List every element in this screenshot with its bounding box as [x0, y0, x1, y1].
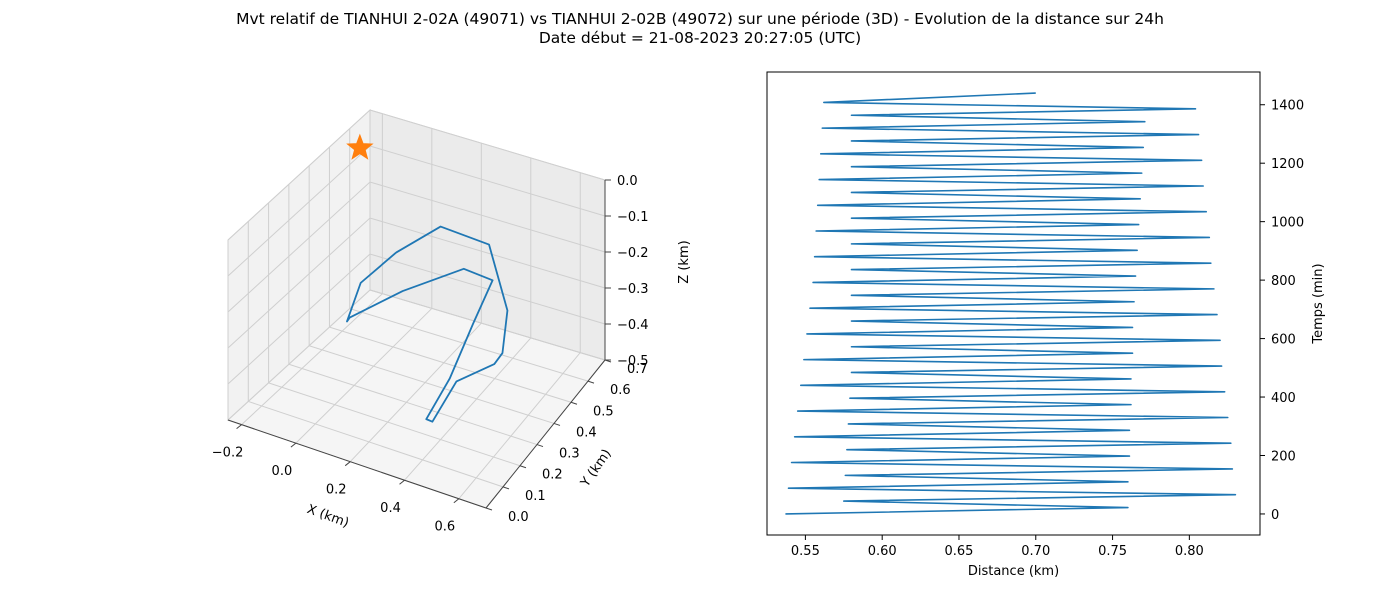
y-tick: [587, 380, 595, 384]
y-tick-label: 200: [1271, 449, 1296, 464]
z-gridline: [227, 181, 606, 313]
trajectory-3d-plot: −0.2 0.0 0.2 0.4 0.6 0.0 0.1 0.2 0.3 0.4 0.5 0.6 0.7…: [212, 108, 692, 535]
y-tick-label: 0.7: [627, 362, 648, 377]
y-tick: [553, 422, 561, 426]
y-axis-label: Y (km): [578, 447, 615, 491]
z-tick-label: −0.5: [617, 354, 649, 369]
y-tick-label: 0.5: [593, 404, 614, 419]
z-tick-label: 0.0: [617, 174, 638, 189]
x-tick: [290, 442, 297, 448]
y-axis-line: [485, 359, 606, 509]
y-tick-label: 0.6: [610, 383, 631, 398]
y-tick-label: 0.2: [542, 468, 563, 483]
x-tick-label: 0.2: [326, 483, 347, 498]
x-tick-label: 0.55: [791, 544, 820, 559]
z-gridline: [227, 253, 606, 385]
y-tick: [536, 444, 544, 448]
y-tick-label: 800: [1271, 274, 1296, 289]
z-tick-label: −0.2: [617, 246, 649, 261]
y-tick-label: 1400: [1271, 99, 1304, 114]
x-tick: [344, 461, 351, 467]
z-axis-label: Z (km): [677, 240, 692, 283]
x-tick-label: 0.60: [868, 544, 897, 559]
y-tick-label: 0: [1271, 508, 1279, 523]
x-tick-label: 0.75: [1098, 544, 1127, 559]
y-tick-label: 0.1: [525, 489, 546, 504]
x-tick-label: −0.2: [212, 446, 244, 461]
x-tick-label: 0.80: [1175, 544, 1204, 559]
x-tick: [453, 498, 460, 504]
x-tick-label: 0.65: [945, 544, 974, 559]
x-tick: [236, 424, 242, 430]
y-tick-label: 0.4: [576, 425, 597, 440]
z-gridline: [227, 109, 606, 241]
z-tick-label: −0.1: [617, 210, 649, 225]
x-tick-label: 0.0: [272, 464, 293, 479]
x-tick-label: 0.4: [380, 501, 401, 516]
star-marker: [346, 133, 374, 160]
y-tick-label: 600: [1271, 333, 1296, 348]
distance-time-plot: 0.55 0.60 0.65 0.70 0.75 0.80 0 200 400 600 800 100…: [766, 71, 1326, 579]
y-tick-label: 1000: [1271, 216, 1304, 231]
z-tick-label: −0.4: [617, 318, 649, 333]
x-tick: [399, 479, 405, 485]
y-tick-label: 0.0: [508, 510, 529, 525]
figure-title-line-2: Date début = 21-08-2023 20:27:05 (UTC): [538, 29, 862, 47]
z-gridline: [227, 217, 606, 349]
y-tick: [502, 486, 510, 490]
y-tick-label: 400: [1271, 391, 1296, 406]
x-axis-label: X (km): [305, 502, 351, 531]
y-axis-label: Temps (min): [1311, 263, 1326, 344]
figure-title-line-1: Mvt relatif de TIANHUI 2-02A (49071) vs …: [236, 10, 1164, 28]
x-tick-label: 0.6: [434, 520, 455, 535]
z-gridline: [227, 289, 606, 421]
y-tick-label: 1200: [1271, 157, 1304, 172]
y-tick: [519, 465, 527, 469]
trajectory-line: [346, 225, 509, 423]
distance-series-line: [785, 92, 1237, 515]
y-tick-label: 0.3: [559, 447, 580, 462]
x-axis-label: Distance (km): [968, 564, 1059, 579]
y-tick: [485, 507, 493, 511]
y-tick: [570, 401, 578, 405]
x-tick-label: 0.70: [1021, 544, 1050, 559]
x-axis-line: [227, 419, 487, 509]
z-tick-label: −0.3: [617, 282, 649, 297]
